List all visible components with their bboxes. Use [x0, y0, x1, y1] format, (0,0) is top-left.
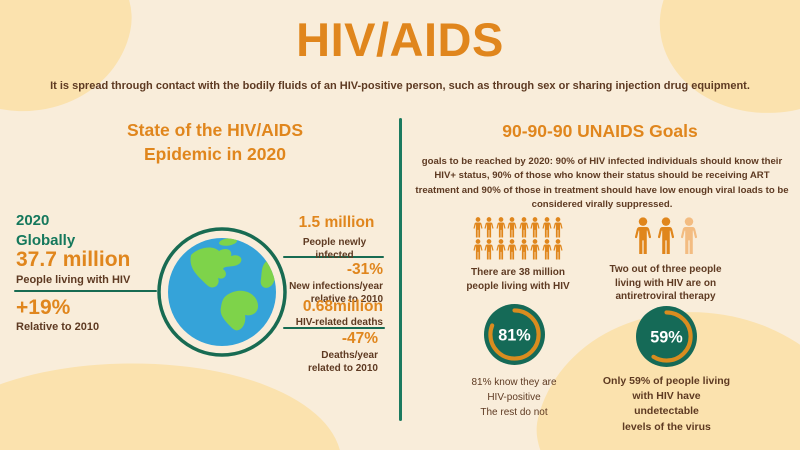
person-icon — [519, 217, 529, 238]
pictogram-two-of-three-caption: Two out of three people living with HIV … — [609, 264, 722, 302]
stat-deaths-change-value: -47% — [341, 330, 378, 347]
right-section-heading: 90-90-90 UNAIDS Goals — [502, 121, 698, 141]
donut-arc — [640, 310, 693, 363]
year-scope-label: 2020 Globally — [16, 211, 75, 250]
person-icon — [507, 217, 517, 238]
person-icon-light — [680, 217, 698, 254]
person-icon — [484, 217, 494, 238]
page-title: HIV/AIDS — [296, 13, 504, 66]
donut-arc — [488, 308, 541, 361]
person-icon — [553, 239, 563, 260]
person-icon — [473, 217, 483, 238]
person-icon — [496, 217, 506, 238]
stat-deaths-label: HIV-related deaths — [295, 317, 383, 328]
person-icon — [530, 239, 540, 260]
subtitle: It is spread through contact with the bo… — [50, 80, 750, 92]
donut-value-label: 59% — [650, 328, 682, 346]
goals-description: goals to be reached by 2020: 90% of HIV … — [415, 156, 789, 211]
stat-relative-label: Relative to 2010 — [16, 321, 100, 333]
scope-label: Globally — [16, 231, 76, 249]
stat-deaths-value: 0.68million — [302, 298, 383, 315]
person-icon — [519, 239, 529, 260]
connector-line-right-top — [283, 256, 384, 259]
person-icon — [484, 239, 494, 260]
globe-icon — [157, 227, 287, 357]
person-icon — [473, 239, 483, 260]
donut-chart-81: 81% — [484, 304, 545, 365]
stat-deaths-change-label: Deaths/year related to 2010 — [307, 350, 378, 374]
person-icon — [542, 217, 552, 238]
person-icon — [542, 239, 552, 260]
donut-chart-59: 59% — [636, 306, 697, 367]
person-icon — [530, 217, 540, 238]
stat-people-living-label: People living with HIV — [16, 274, 131, 286]
stat-newly-infected-label: People newly infected — [302, 237, 367, 261]
person-icon — [553, 217, 563, 238]
person-icon — [507, 239, 517, 260]
pictogram-38-million-caption: There are 38 million people living with … — [466, 267, 570, 292]
stat-new-infections-change-value: -31% — [346, 261, 383, 278]
pictogram-row — [468, 239, 568, 260]
connector-line-right-bottom — [283, 327, 385, 330]
person-icon — [634, 217, 652, 254]
pictogram-row — [468, 217, 568, 238]
donut-value-label: 81% — [498, 326, 530, 344]
year-label: 2020 — [16, 212, 50, 229]
stat-relative-value: +19% — [16, 296, 71, 319]
pictogram-38-million — [468, 217, 568, 260]
stat-newly-infected-value: 1.5 million — [298, 214, 375, 231]
connector-line-left — [14, 290, 157, 293]
stat-people-living-value: 37.7 million — [16, 248, 131, 271]
donut-81-caption: 81% know they are HIV-positive The rest … — [471, 377, 557, 418]
donut-59-caption: Only 59% of people living with HIV have … — [602, 375, 731, 433]
person-icon — [496, 239, 506, 260]
section-divider — [399, 118, 402, 421]
person-icon — [657, 217, 675, 254]
stat-new-infections-change-label: New infections/year relative to 2010 — [289, 281, 383, 305]
left-section-heading: State of the HIV/AIDS Epidemic in 2020 — [127, 120, 303, 164]
pictogram-two-of-three — [634, 217, 698, 255]
